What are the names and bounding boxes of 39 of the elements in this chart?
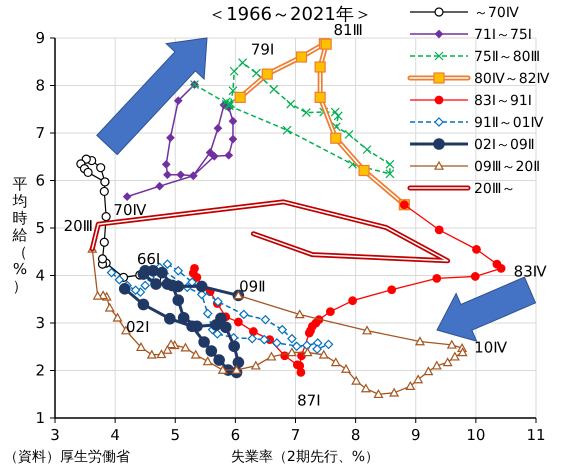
y-tick-label: 8 — [35, 76, 45, 94]
y-tick-label: 4 — [35, 266, 45, 284]
annotation: 20Ⅲ — [64, 217, 94, 236]
legend-label: ～70Ⅳ — [474, 5, 519, 21]
annotation: 09Ⅱ — [239, 277, 266, 296]
annotation: 66Ⅰ — [136, 250, 160, 268]
y-axis-title: 平均時給（%） — [12, 175, 28, 295]
x-axis-title: 失業率（2期先行、%） — [230, 449, 380, 465]
legend-label: 75Ⅱ～80Ⅲ — [474, 49, 540, 65]
text: （資料）厚生労働省 — [4, 449, 130, 465]
annotation: 87Ⅰ — [297, 391, 321, 410]
annotation: 79Ⅰ — [250, 40, 274, 59]
legend-label: 02Ⅰ～09Ⅱ — [474, 137, 535, 153]
x-tick-label: 4 — [110, 426, 120, 444]
annotation: 83Ⅳ — [514, 262, 547, 280]
x-tick-label: 7 — [290, 426, 300, 444]
x-tick-label: 3 — [50, 426, 60, 444]
y-tick-label: 9 — [35, 29, 45, 47]
legend-label: 71Ⅰ～75Ⅰ — [474, 27, 532, 43]
x-tick-label: 10 — [466, 426, 486, 444]
legend-label: 09Ⅲ～20Ⅱ — [474, 159, 540, 175]
x-tick-label: 6 — [230, 426, 240, 444]
x-tick-label: 8 — [350, 426, 360, 444]
y-tick-label: 1 — [35, 409, 45, 427]
x-tick-label: 9 — [410, 426, 421, 444]
x-tick-label: 11 — [526, 426, 546, 444]
y-tick-label: 2 — [35, 362, 45, 380]
y-tick-label: 6 — [35, 172, 45, 190]
y-tick-label: 7 — [35, 124, 45, 142]
legend-label: 91Ⅱ～01Ⅳ — [474, 115, 544, 131]
legend-label: 80Ⅳ～82Ⅳ — [474, 71, 550, 87]
x-tick-label: 5 — [170, 426, 180, 444]
annotation: 10Ⅳ — [474, 338, 508, 356]
y-tick-label: 5 — [35, 219, 45, 237]
y-tick-label: 3 — [35, 314, 45, 332]
legend-label: 83Ⅰ～91Ⅰ — [474, 93, 532, 109]
legend-label: 20Ⅲ～ — [474, 181, 516, 197]
annotation: 02Ⅰ — [126, 318, 150, 336]
annotation: 70Ⅳ — [113, 200, 147, 219]
